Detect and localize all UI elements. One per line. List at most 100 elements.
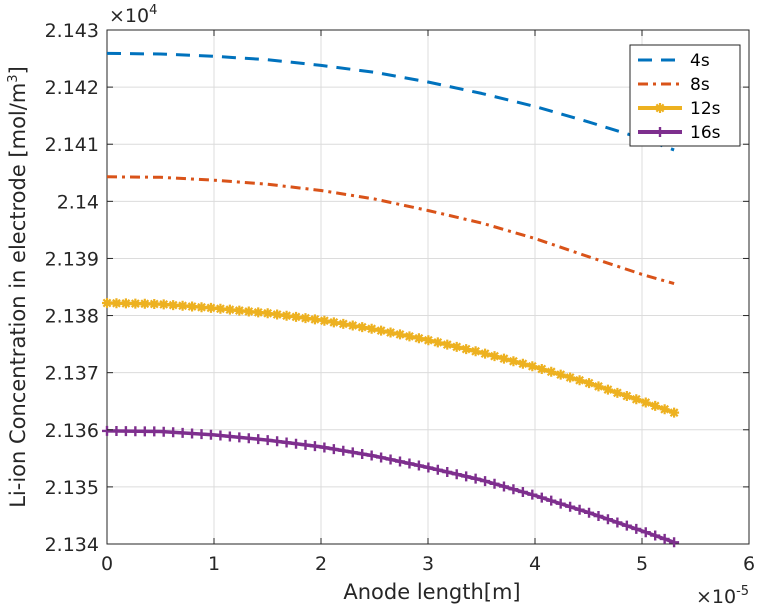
- series-marker-16s: [291, 438, 302, 449]
- y-tick-label: 2.139: [45, 248, 99, 270]
- series-marker-12s: [158, 299, 169, 310]
- series-marker-16s: [366, 450, 377, 461]
- x-tick-label: 1: [208, 553, 220, 575]
- series-layer: [102, 51, 680, 548]
- series-marker-16s: [338, 445, 349, 456]
- series-marker-16s: [574, 504, 585, 515]
- series-marker-12s: [461, 344, 472, 355]
- series-marker-12s: [395, 329, 406, 340]
- x-exponent-label: ×10-5: [696, 584, 749, 607]
- y-tick-label: 2.136: [45, 420, 99, 442]
- series-4s: [106, 51, 675, 152]
- series-marker-16s: [347, 447, 358, 458]
- series-marker-12s: [527, 361, 538, 372]
- series-marker-16s: [631, 523, 642, 534]
- series-16s: [102, 425, 680, 548]
- series-marker-16s: [442, 466, 453, 477]
- series-marker-16s: [215, 430, 226, 441]
- y-exponent-label: ×104: [109, 3, 157, 27]
- series-marker-12s: [612, 387, 623, 398]
- series-marker-16s: [130, 426, 141, 437]
- series-marker-12s: [470, 346, 481, 357]
- series-marker-12s: [120, 298, 131, 309]
- series-marker-16s: [584, 507, 595, 518]
- series-marker-12s: [385, 327, 396, 338]
- series-marker-12s: [139, 298, 150, 309]
- series-marker-16s: [205, 429, 216, 440]
- y-tick-label: 2.135: [45, 477, 99, 499]
- series-marker-16s: [546, 495, 557, 506]
- series-marker-16s: [470, 473, 481, 484]
- series-marker-16s: [168, 427, 179, 438]
- y-tick-label: 2.134: [45, 534, 99, 556]
- series-marker-16s: [253, 434, 264, 445]
- series-marker-12s: [205, 302, 216, 313]
- series-marker-16s: [423, 462, 434, 473]
- series-marker-16s: [139, 426, 150, 437]
- series-marker-12s: [102, 297, 112, 308]
- series-marker-12s: [234, 305, 245, 316]
- series-marker-12s: [347, 320, 358, 331]
- series-marker-12s: [650, 400, 661, 411]
- y-tick-label: 2.14: [57, 191, 99, 213]
- series-marker-12s: [432, 337, 443, 348]
- series-marker-12s: [574, 375, 585, 386]
- series-marker-12s: [366, 323, 377, 334]
- series-marker-12s: [659, 404, 670, 415]
- series-marker-12s: [423, 335, 434, 346]
- series-marker-16s: [404, 458, 415, 469]
- series-marker-16s: [357, 448, 368, 459]
- series-marker-12s: [328, 317, 339, 328]
- legend-label-16s: 16s: [690, 123, 721, 143]
- series-marker-16s: [432, 464, 443, 475]
- series-marker-12s: [376, 325, 387, 336]
- series-marker-16s: [272, 436, 283, 447]
- series-marker-12s: [177, 300, 188, 311]
- series-8s: [106, 175, 675, 286]
- series-marker-16s: [461, 471, 472, 482]
- series-marker-12s: [404, 331, 415, 342]
- series-marker-12s: [224, 304, 235, 315]
- series-marker-16s: [102, 425, 112, 436]
- series-marker-16s: [565, 501, 576, 512]
- series-marker-16s: [224, 431, 235, 442]
- legend-marker-12s: [655, 103, 665, 113]
- series-marker-12s: [451, 341, 462, 352]
- x-tick-label: 3: [422, 553, 434, 575]
- series-marker-16s: [527, 489, 538, 500]
- series-marker-16s: [262, 435, 273, 446]
- series-marker-12s: [291, 311, 302, 322]
- series-marker-16s: [489, 478, 500, 489]
- series-marker-12s: [536, 363, 547, 374]
- series-marker-12s: [669, 407, 680, 418]
- legend-marker-16s: [655, 127, 665, 137]
- series-marker-12s: [602, 384, 613, 395]
- series-marker-12s: [338, 318, 349, 329]
- series-marker-12s: [442, 339, 453, 350]
- y-tick-label: 2.141: [45, 134, 99, 156]
- y-tick-label: 2.138: [45, 306, 99, 328]
- series-marker-12s: [621, 391, 632, 402]
- series-marker-12s: [489, 351, 500, 362]
- x-tick-label: 2: [315, 553, 327, 575]
- series-marker-12s: [565, 372, 576, 383]
- series-marker-12s: [593, 381, 604, 392]
- series-marker-16s: [196, 429, 207, 440]
- series-marker-12s: [357, 322, 368, 333]
- series-marker-16s: [281, 437, 292, 448]
- series-marker-16s: [328, 444, 339, 455]
- series-marker-16s: [659, 533, 670, 544]
- series-marker-16s: [149, 426, 160, 437]
- series-marker-12s: [130, 298, 141, 309]
- legend-box: [629, 44, 741, 147]
- series-marker-12s: [517, 358, 528, 369]
- series-marker-12s: [272, 309, 283, 320]
- series-marker-12s: [281, 310, 292, 321]
- x-tick-label: 5: [636, 553, 648, 575]
- series-12s: [102, 297, 680, 418]
- series-marker-16s: [300, 439, 311, 450]
- series-marker-16s: [480, 476, 491, 487]
- series-marker-12s: [215, 303, 226, 314]
- y-tick-label: 2.143: [45, 20, 99, 42]
